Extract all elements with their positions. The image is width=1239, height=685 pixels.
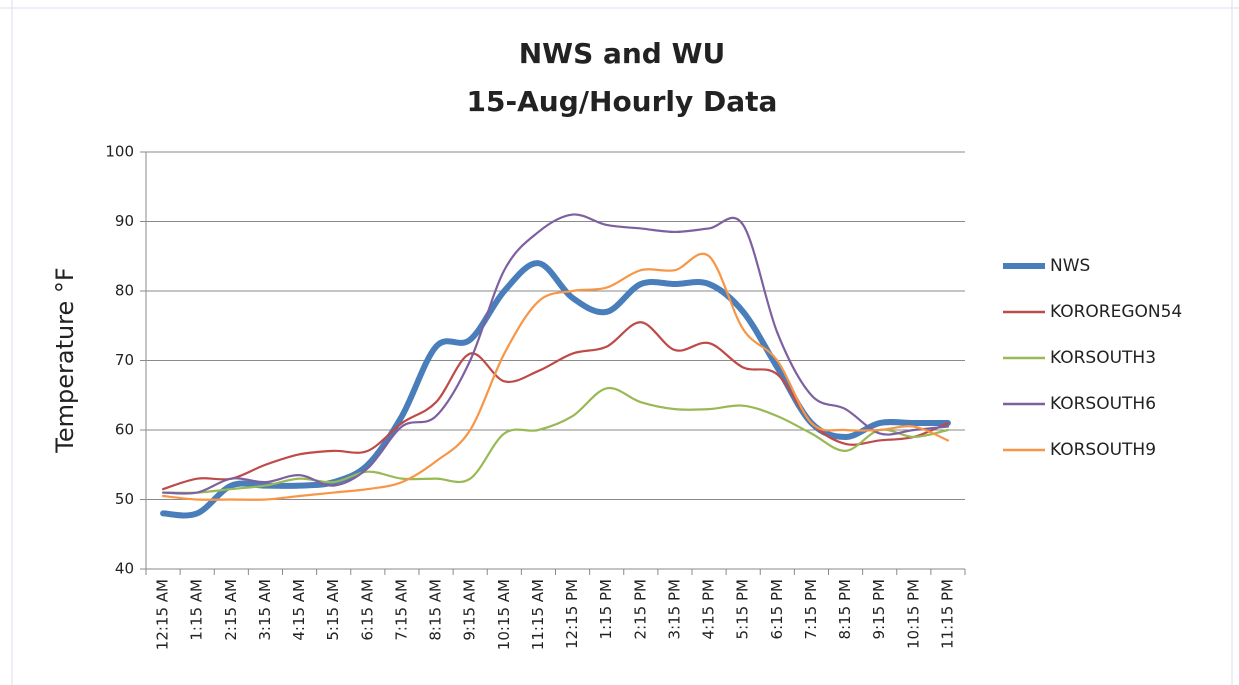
x-tick-label: 11:15 AM [529,579,547,650]
legend-label: KORSOUTH6 [1050,394,1156,414]
chart-title: NWS and WU [519,37,725,70]
x-tick-label: 2:15 AM [222,579,240,641]
y-tick-label: 100 [105,143,134,161]
series-line [161,252,950,501]
x-tick-label: 5:15 AM [324,579,342,641]
x-tick-label: 9:15 AM [461,579,479,641]
y-tick-label: 90 [115,212,134,230]
x-tick-label: 9:15 PM [870,579,888,639]
x-tick-label: 5:15 PM [734,579,752,639]
x-tick-label: 6:15 AM [358,579,376,641]
x-tick-label: 12:15 AM [154,579,172,650]
y-tick-label: 70 [115,351,134,369]
x-tick-label: 8:15 AM [427,579,445,641]
series-line [161,386,950,494]
x-tick-label: 3:15 PM [665,579,683,639]
x-tick-label: 12:15 PM [563,579,581,649]
x-tick-label: 10:15 PM [904,579,922,649]
x-tick-label: 6:15 PM [768,579,786,639]
series-line [161,213,950,495]
x-tick-label: 10:15 AM [495,579,513,650]
legend-label: KORSOUTH9 [1050,440,1156,460]
x-tick-label: 11:15 PM [938,579,956,649]
legend-label: KOROREGON54 [1050,302,1182,322]
x-tick-label: 2:15 PM [631,579,649,639]
legend-label: KORSOUTH3 [1050,348,1156,368]
x-tick-label: 4:15 AM [290,579,308,641]
y-tick-label: 80 [115,282,134,300]
y-tick-label: 40 [115,560,134,578]
x-tick-label: 1:15 AM [188,579,206,641]
x-tick-label: 8:15 PM [836,579,854,639]
y-tick-label: 50 [115,490,134,508]
y-axis-label: Temperature °F [51,267,79,453]
legend-label: NWS [1050,256,1090,276]
chart-subtitle: 15-Aug/Hourly Data [467,85,778,118]
x-tick-label: 7:15 PM [802,579,820,639]
x-tick-label: 3:15 AM [256,579,274,641]
y-tick-label: 60 [115,421,134,439]
x-tick-label: 7:15 AM [392,579,410,641]
x-tick-label: 1:15 PM [597,579,615,639]
x-tick-label: 4:15 PM [700,579,718,639]
